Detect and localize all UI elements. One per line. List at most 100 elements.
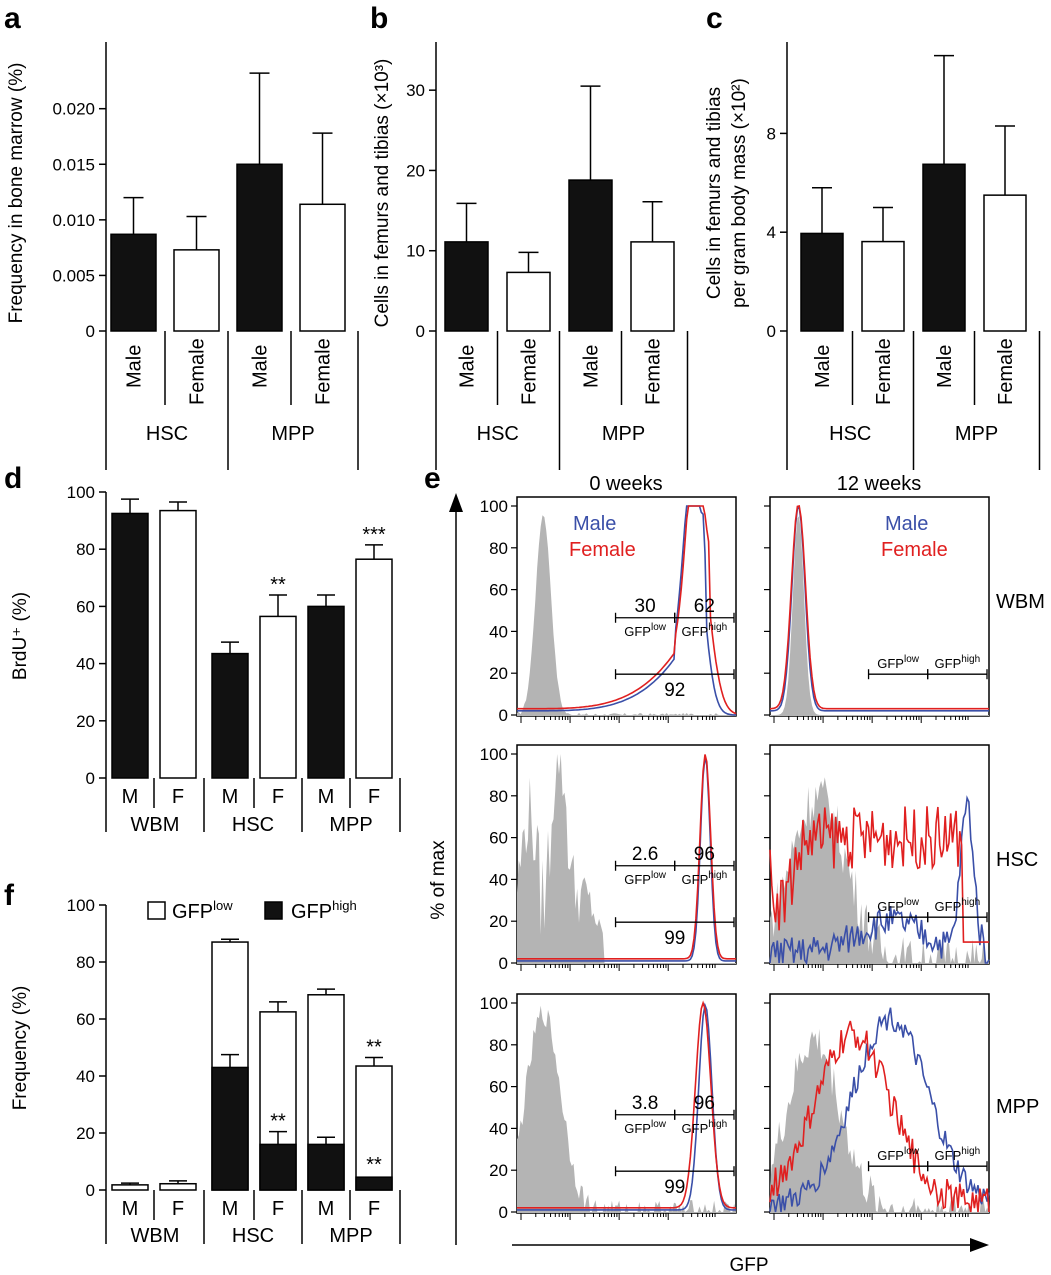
y-tick-label: 100 [480,745,508,764]
gate-high-label: GFPhigh [935,1146,981,1163]
ylabel-b: Cells in femurs and tibias (×10³) [372,59,393,328]
bar-gfp-low [159,1182,197,1191]
bar-male [236,163,283,332]
bar-female [159,509,197,779]
legend-swatch-high [264,901,283,920]
bar-label: F [272,786,284,808]
gate-high-value: 96 [694,844,715,865]
y-arrow-head [449,493,463,512]
bar-label: M [318,786,335,808]
bar-female [173,249,220,332]
y-tick-label: 100 [480,497,508,516]
y-tick-label: 40 [76,1067,95,1086]
y-tick-label: 0.015 [52,155,95,174]
group-label: WBM [131,814,180,836]
bar-male [444,241,489,332]
bar-label: Female [995,338,1017,405]
y-tick-label: 20 [489,1161,508,1180]
y-tick-label: 80 [489,787,508,806]
gate-low-label: GFPlow [624,622,667,639]
panel-letter-c: c [706,2,723,35]
bars-c [800,54,1027,332]
gate-low-value: 3.8 [632,1093,658,1114]
gate-high-label: GFPhigh [682,870,728,887]
y-axis-a: 0 0.005 0.010 0.015 0.020 [52,42,107,341]
bar-male [110,233,157,332]
gate-high-value: 62 [694,596,715,617]
bar-female [861,240,905,332]
panel-e: e 0 weeks 12 weeks WBM HSC MPP % of max … [424,462,1045,1275]
group-label: HSC [232,1225,274,1247]
gate-low-label: GFPlow [624,1119,667,1136]
y-tick-label: 20 [406,161,425,180]
control-histogram [770,777,989,964]
legend-label-low: GFPlow [172,898,233,923]
gate-high-label: GFPhigh [935,897,981,914]
y-tick-label: 100 [67,483,95,502]
ylabel-d: BrdU⁺ (%) [10,592,31,680]
categories-f: M F M F M F WBM HSC MPP [105,1190,401,1247]
y-tick-label: 0 [416,322,425,341]
bars-f: ** ** ** [111,938,393,1191]
legend-f: GFPlow GFPhigh [147,898,357,923]
gate-total-value: 99 [664,928,685,949]
ylabel-a: Frequency in bone marrow (%) [6,63,27,324]
female-histogram [769,505,989,710]
female-histogram [517,505,737,715]
y-tick-label: 60 [489,581,508,600]
group-label: MPP [329,1225,372,1247]
group-label: MPP [329,814,372,836]
y-tick-label: 8 [767,124,776,143]
y-tick-label: 100 [480,994,508,1013]
bar-label: F [368,786,380,808]
gate-low-label: GFPlow [624,870,667,887]
panel-letter-a: a [4,2,21,35]
col-title-12w: 12 weeks [837,473,922,495]
legend-label-high: GFPhigh [291,898,357,923]
significance-stars: ** [270,574,286,596]
histograms: 0 20 40 60 80 100 30 62 92 GFPlow GFPhigh Male Femal… [480,496,990,1222]
bar-label: F [172,786,184,808]
significance-stars: ** [366,1154,382,1176]
y-tick-label: 40 [489,870,508,889]
y-tick-label: 0 [86,1181,95,1200]
y-tick-label: 60 [76,597,95,616]
bar-male [307,605,345,779]
legend-female: Female [881,539,948,561]
y-tick-label: 10 [406,242,425,261]
categories-d: M F M F M F WBM HSC MPP [105,778,401,836]
bar-gfp-low [355,1065,393,1191]
significance-stars: ** [366,1036,382,1058]
bar-label: Female [519,338,541,405]
y-tick-label: 100 [67,896,95,915]
female-histogram [517,1000,736,1209]
y-tick-label: 80 [489,1036,508,1055]
group-label: HSC [477,423,519,445]
ylabel-c-line2: per gram body mass (×10²) [729,78,750,308]
ylabel-f: Frequency (%) [10,986,31,1111]
histogram-hsc-12w: GFPlow GFPhigh [764,744,990,971]
bar-label: Female [643,338,665,405]
group-label: HSC [146,423,188,445]
group-label: WBM [131,1225,180,1247]
male-histogram [517,1002,736,1211]
significance-stars: ** [270,1111,286,1133]
gate-high-label: GFPhigh [682,622,728,639]
female-histogram [517,754,736,960]
gate-high-value: 96 [694,1093,715,1114]
y-tick-label: 80 [489,539,508,558]
group-label: MPP [602,423,645,445]
panel-letter-b: b [370,2,388,35]
group-label: HSC [232,814,274,836]
gate-low-value: 30 [635,596,656,617]
significance-stars: *** [362,524,386,546]
panel-letter-e: e [424,462,441,495]
legend-male: Male [573,513,616,535]
bar-gfp-high [259,1143,297,1191]
y-tick-label: 40 [489,1119,508,1138]
y-tick-label: 40 [76,655,95,674]
row-label-hsc: HSC [996,849,1038,871]
bar-label: Male [934,345,956,388]
row-label-mpp: MPP [996,1096,1039,1118]
